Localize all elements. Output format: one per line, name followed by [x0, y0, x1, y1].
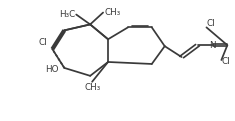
Text: HO: HO	[45, 65, 58, 74]
Text: H₃C: H₃C	[59, 10, 75, 19]
Text: N: N	[209, 41, 216, 50]
Text: Cl: Cl	[207, 19, 215, 28]
Text: Cl: Cl	[39, 38, 47, 47]
Text: CH₃: CH₃	[104, 8, 121, 17]
Text: Cl: Cl	[221, 57, 230, 66]
Text: CH₃: CH₃	[84, 83, 100, 92]
